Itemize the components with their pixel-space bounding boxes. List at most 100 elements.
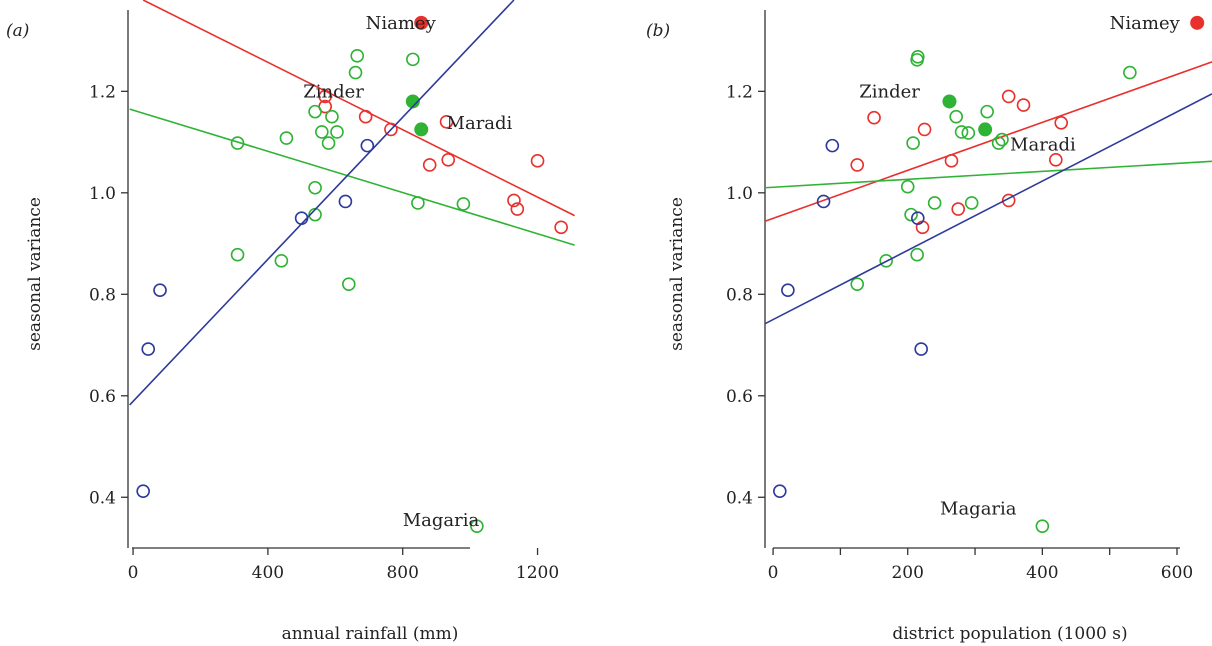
chart1-green-point [927,196,942,210]
chart0-annotation: Niamey [366,13,437,34]
chart1-green-fit-line [765,160,1212,189]
chart0-y-tick-label: 0.8 [89,285,116,305]
chart1-green-point [954,125,969,139]
panel-b: 0.4 0.6 0.8 1.0 1.2 0 200 400 600 district popula… [646,10,1212,644]
chart1-green-point [1123,65,1137,80]
chart0-green-point [456,197,471,211]
chart0-y-axis-label: seasonal variance [25,197,45,351]
chart1-x-tick-label: 0 [768,563,779,583]
chart1-blue-point [911,211,925,225]
chart0-y-tick-label: 1.2 [89,82,116,102]
chart1-blue-point [781,283,795,298]
chart1-green-point [961,126,976,140]
chart1-green-point [995,132,1009,147]
chart1-y-axis-label: seasonal variance [667,197,687,351]
chart1-blue-point [773,484,787,498]
chart0-green-point [315,125,329,139]
chart0-green-point [308,180,322,195]
chart1-y-tick-label: 0.8 [726,285,753,305]
chart1-green-point [949,109,963,124]
chart1-blue-point [825,138,840,153]
chart0-green-point [308,104,322,119]
chart0-green-point [406,52,420,67]
chart1-red-point [917,122,932,137]
chart1-y-tick-label: 1.2 [726,82,753,102]
chart1-red-point [867,110,881,125]
chart0-blue-point [294,211,309,225]
chart0-red-point [507,193,521,208]
chart1-green-point [980,104,994,119]
chart0-green-fit-line [129,108,575,246]
chart1-blue-point [816,194,831,209]
chart0-red-point [422,158,437,172]
chart1-red-point [1054,115,1069,130]
chart0-blue-point [141,342,156,356]
chart1-annotation: Zinder [859,81,920,102]
chart1-panel-label: (b) [646,21,670,41]
chart0-green-point [341,277,356,291]
chart1-green-point [910,53,924,67]
chart0-x-tick-label: 0 [128,563,139,583]
chart1-red-point [944,154,959,168]
chart1-green-point [906,136,920,150]
chart1-green-point [991,136,1006,150]
chart1-red-fit-line [765,61,1212,222]
chart0-green-point [230,136,245,150]
chart0-red-filled-point [414,15,429,30]
chart1-x-tick-label: 600 [1161,563,1193,583]
chart1-blue-fit-line [765,93,1212,325]
chart0-red-point [358,109,373,124]
chart0-x-axis-label: annual rainfall (mm) [282,624,459,644]
chart0-blue-point [338,194,353,209]
chart0-green-point [350,49,365,63]
chart0-blue-point [360,138,375,153]
chart1-y-tick-label: 0.6 [726,387,753,407]
chart0-green-point [470,519,484,533]
chart0-green-point [325,109,339,124]
chart1-green-point [879,254,893,268]
chart1-annotation: Magaria [940,498,1017,519]
chart0-red-fit-line [142,0,575,217]
chart1-x-tick-label: 200 [891,563,923,583]
chart0-y-tick-label: 0.6 [89,387,116,407]
chart0-blue-point [153,283,167,298]
chart0-green-filled-point [405,94,420,109]
chart0-panel-label: (a) [6,21,29,41]
panel-a: 0.4 0.6 0.8 1.0 1.2 0 400 800 1200 annual rainfal… [6,0,575,644]
chart1-green-point [1035,519,1050,533]
chart1-annotation: Niamey [1110,13,1181,34]
chart1-red-point [915,220,930,235]
chart1-red-point [1016,98,1031,112]
chart1-red-point [1049,153,1063,167]
chart0-annotation: Zinder [303,81,364,102]
chart0-green-point [230,247,245,262]
chart0-green-point [411,196,425,210]
chart0-red-point [530,154,545,168]
chart0-annotation: Magaria [403,510,480,531]
chart0-x-tick-label: 400 [252,563,284,583]
chart1-red-point [850,158,865,172]
chart0-green-point [348,65,363,80]
chart0-y-tick-label: 1.0 [89,184,116,204]
chart1-red-point [1001,193,1016,208]
chart0-green-filled-point [414,122,429,137]
chart0-green-point [321,136,336,150]
chart0-y-tick-label: 0.4 [89,488,116,508]
chart0-red-point [384,122,398,137]
chart1-green-point [964,196,979,210]
chart0-annotation: Maradi [447,113,513,134]
chart1-green-point [900,179,915,194]
chart0-red-point [554,220,568,235]
chart0-green-point [279,131,294,145]
chart0-blue-point [136,484,150,498]
chart1-x-tick-label: 400 [1026,563,1058,583]
chart1-annotation: Maradi [1010,135,1076,156]
chart0-green-point [330,125,344,139]
chart1-y-tick-label: 1.0 [726,184,753,204]
chart0-blue-fit-line [129,0,515,406]
chart1-red-point [1001,89,1016,104]
chart1-y-tick-label: 0.4 [726,488,753,508]
chart0-red-point [439,114,454,129]
chart0-x-tick-label: 1200 [516,563,559,583]
